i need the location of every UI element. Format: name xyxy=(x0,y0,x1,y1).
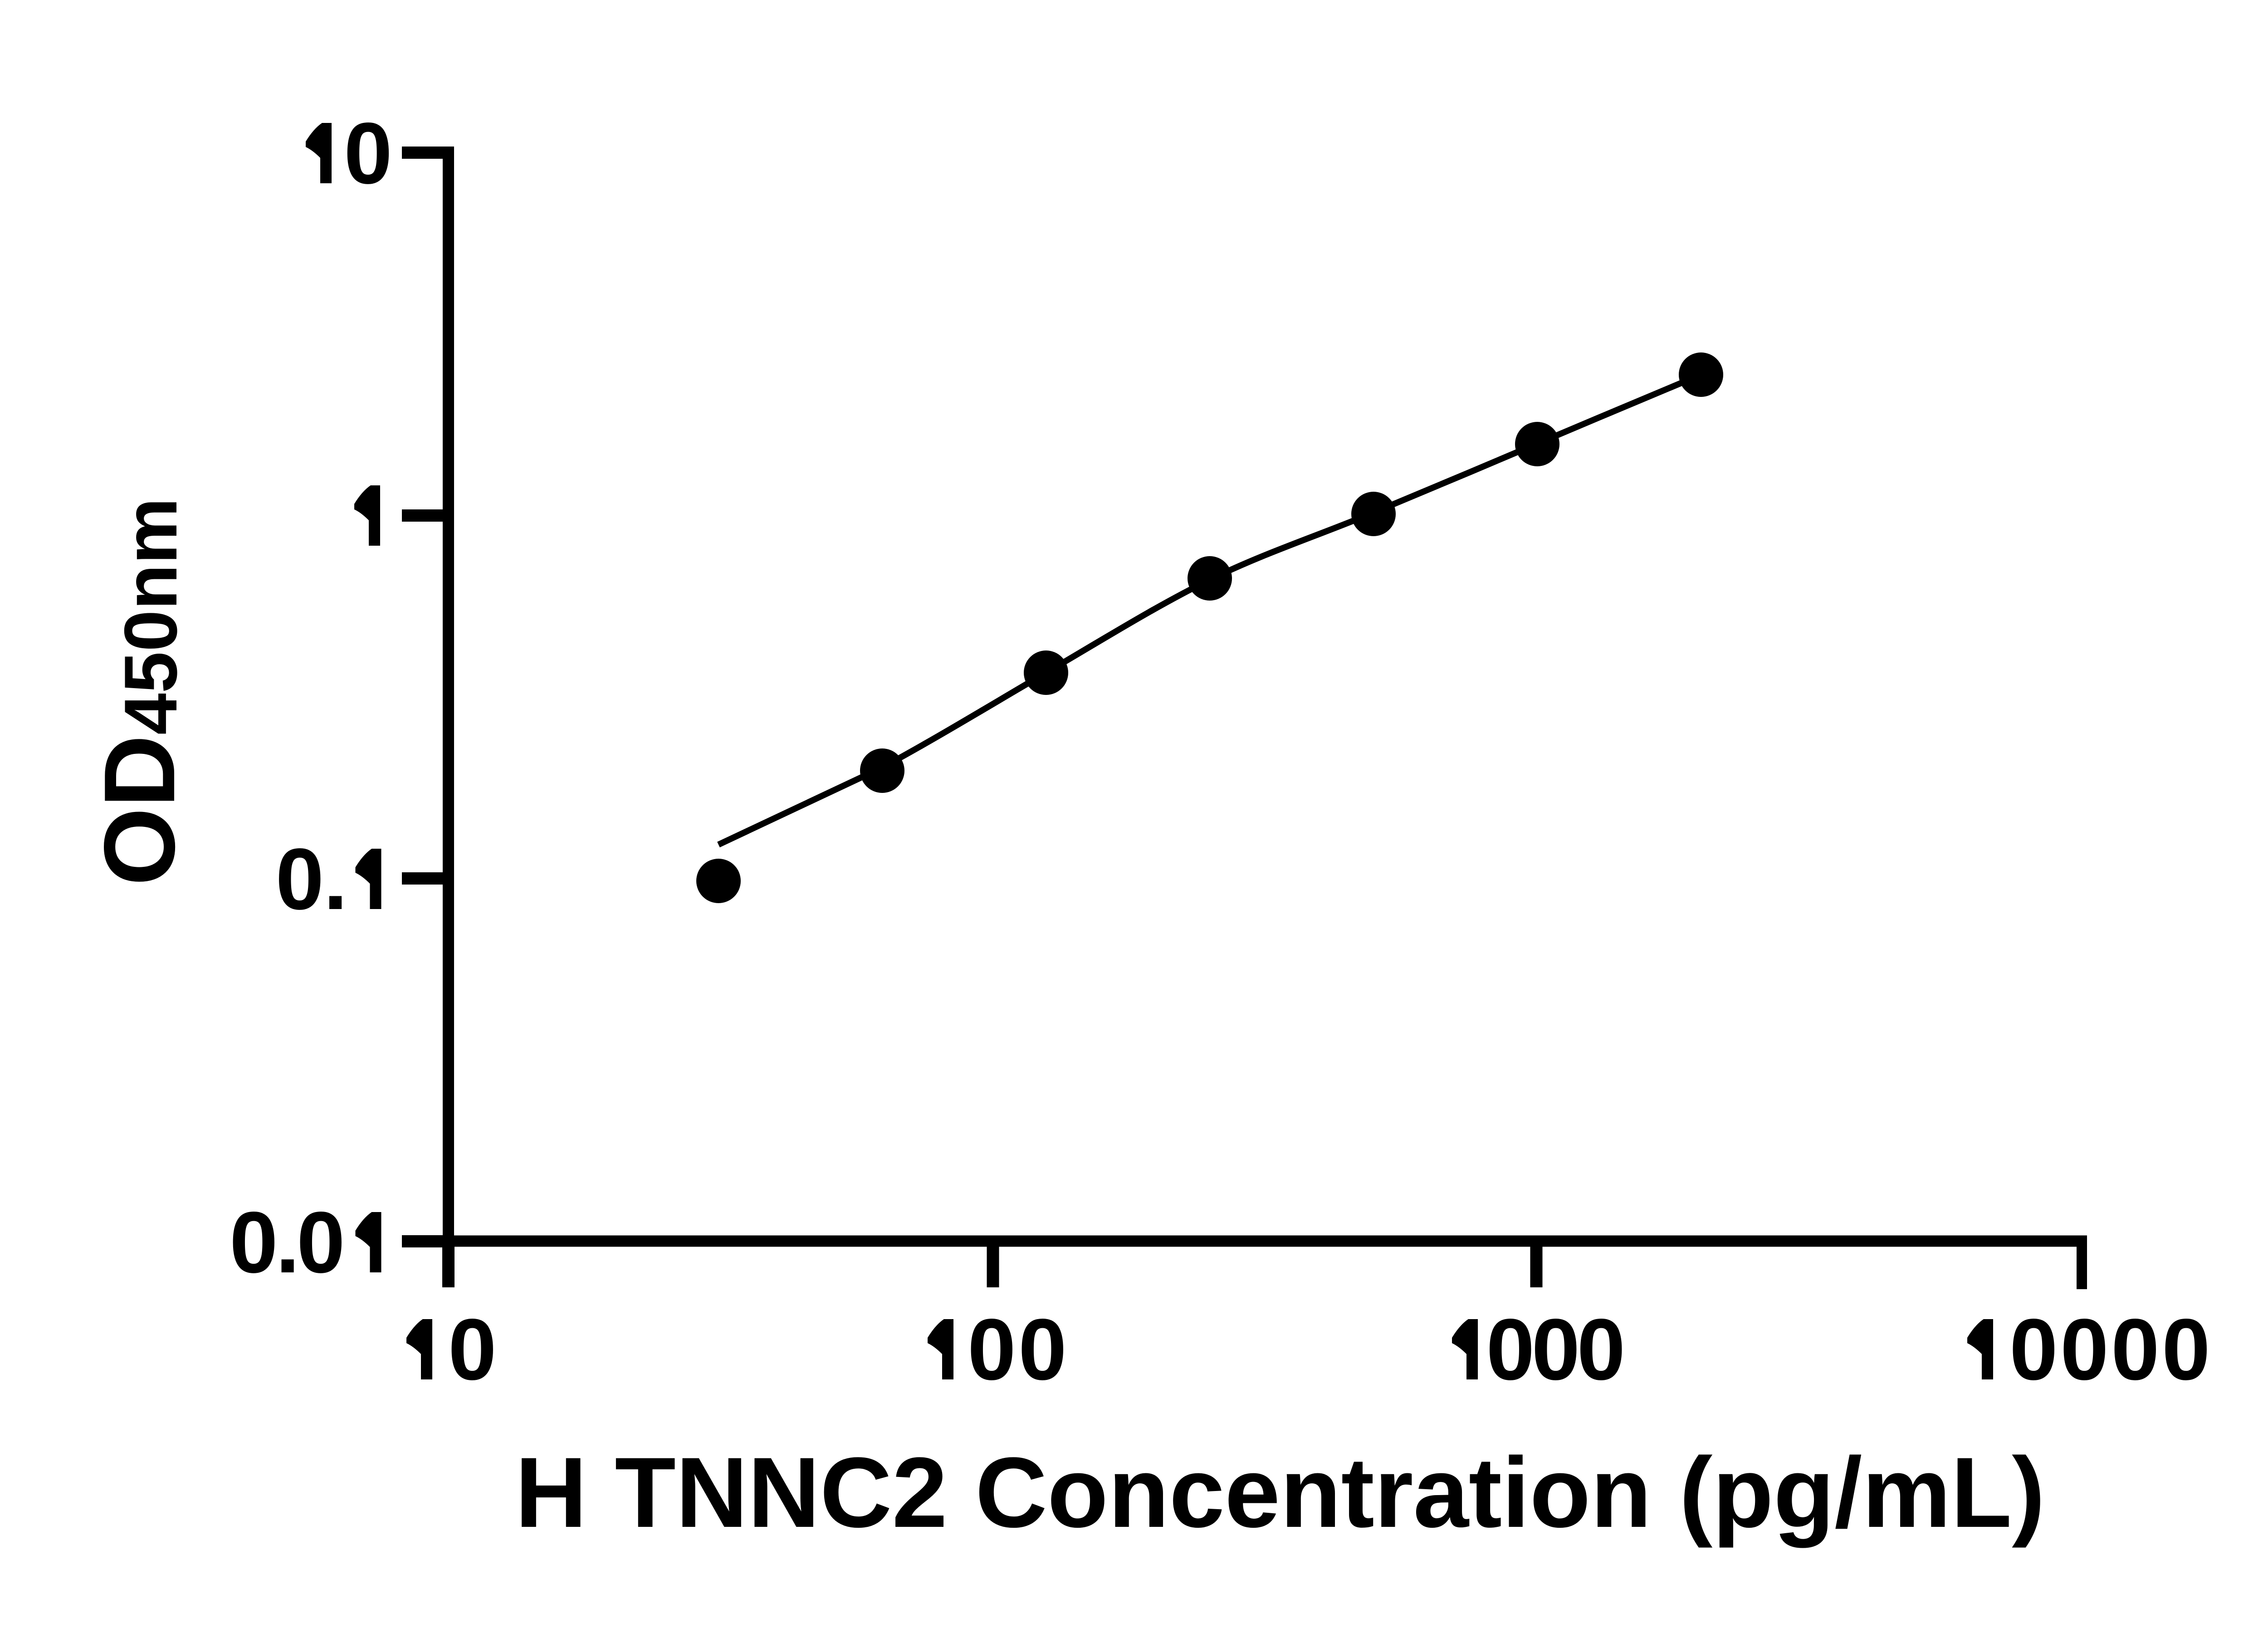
svg-text:0: 0 xyxy=(968,1301,1016,1398)
svg-text:0: 0 xyxy=(1577,1301,1626,1398)
svg-text:0: 0 xyxy=(230,1193,278,1291)
svg-text:0: 0 xyxy=(2060,1301,2109,1398)
svg-text:0: 0 xyxy=(276,830,324,928)
svg-text:0: 0 xyxy=(1486,1301,1535,1398)
svg-text:.: . xyxy=(276,1193,300,1291)
svg-text:0: 0 xyxy=(1532,1301,1580,1398)
svg-text:OD450nm: OD450nm xyxy=(83,498,196,886)
svg-text:.: . xyxy=(323,830,347,928)
svg-text:0: 0 xyxy=(448,1301,497,1398)
svg-text:0: 0 xyxy=(2009,1301,2058,1398)
svg-text:H TNNC2 Concentration (pg/mL): H TNNC2 Concentration (pg/mL) xyxy=(515,1437,2045,1548)
svg-text:0: 0 xyxy=(1018,1301,1067,1398)
svg-text:0: 0 xyxy=(344,104,392,202)
svg-text:0: 0 xyxy=(2111,1301,2160,1398)
svg-text:0: 0 xyxy=(297,1193,345,1291)
svg-text:0: 0 xyxy=(2162,1301,2210,1398)
